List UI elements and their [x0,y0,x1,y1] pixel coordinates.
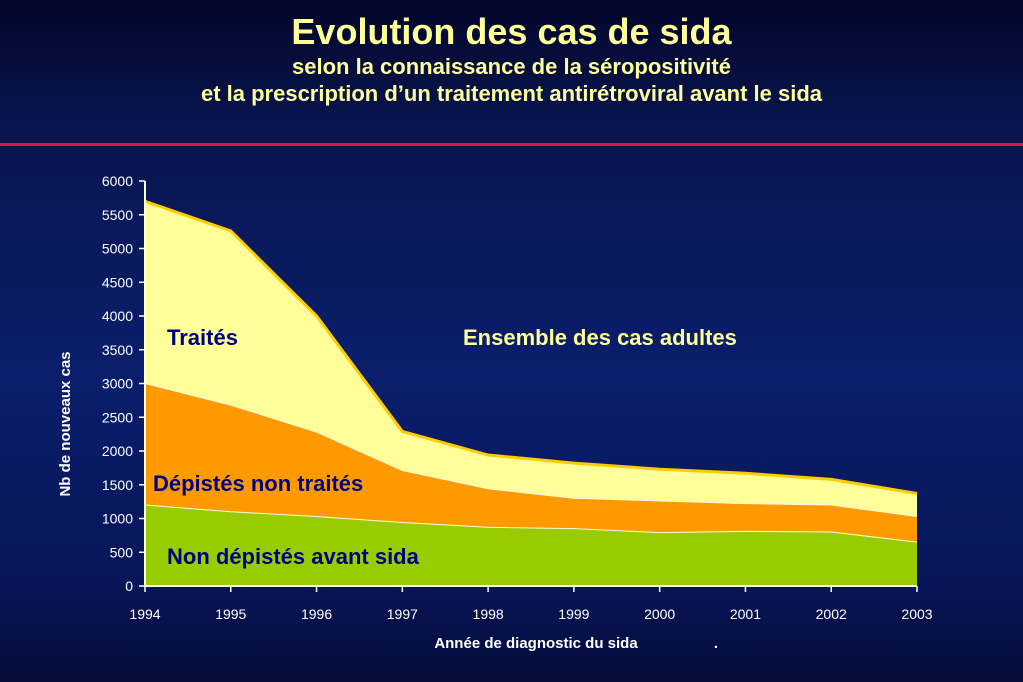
area-non-depistes-avant-sida [145,505,917,586]
y-tick-label: 6000 [102,173,133,189]
annotation-ensemble: Ensemble des cas adultes [463,325,737,350]
annotation-traites: Traités [167,325,238,350]
y-tick-label: 3000 [102,376,133,392]
x-tick-label: 1999 [558,606,589,622]
y-tick-label: 1000 [102,511,133,527]
title-divider [0,143,1023,146]
y-tick-label: 3500 [102,342,133,358]
chart-subtitle-line-2: et la prescription d’un traitement antir… [200,81,823,106]
x-tick-label: 1996 [301,606,332,622]
y-tick-label: 1500 [102,477,133,493]
y-tick-label: 4000 [102,308,133,324]
boundary-line-non-depistes-avant-sida [144,504,918,543]
y-tick-label: 5000 [102,241,133,257]
y-tick-label: 5500 [102,207,133,223]
axes: 0 500 1000 1500 2000 2500 3000 3500 4000 4500 5000… [102,173,933,622]
chart-title: Evolution des cas de sida [291,11,732,52]
area-traites [145,201,917,517]
boundary-line-traites [144,199,918,496]
x-tick-label: 1997 [387,606,418,622]
y-tick-label: 0 [125,578,133,594]
x-tick-label: 2003 [901,606,932,622]
chart-subtitle-line-1: selon la connaissance de la séropositivi… [292,54,731,79]
x-tick-label: 1995 [215,606,246,622]
y-tick-label: 4500 [102,274,133,290]
y-tick-label: 2000 [102,443,133,459]
area-depistes-non-traites [145,383,917,543]
x-axis-label: Année de diagnostic du sida [434,635,638,652]
x-axis-label-suffix: . [714,635,718,652]
y-tick-label: 2500 [102,409,133,425]
x-tick-label: 2001 [730,606,761,622]
title-block: Evolution des cas de sida selon la conna… [0,10,1023,108]
annotation-depistes-non-traites: Dépistés non traités [153,471,363,496]
y-axis-label: Nb de nouveaux cas [57,351,74,496]
x-tick-label: 2002 [816,606,847,622]
annotation-non-depistes: Non dépistés avant sida [167,544,420,569]
x-tick-label: 2000 [644,606,675,622]
boundary-line-depistes-non-traites [144,383,918,517]
area-layers [144,199,918,586]
x-tick-label: 1998 [473,606,504,622]
y-tick-label: 500 [110,544,134,560]
x-tick-label: 1994 [129,606,160,622]
